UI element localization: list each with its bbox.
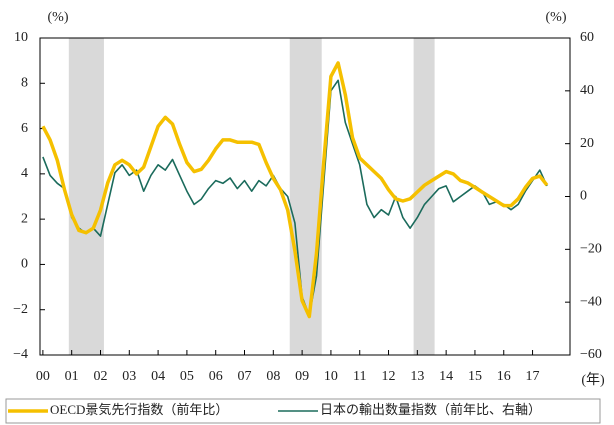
y2-tick-label: −40 <box>580 294 602 309</box>
x-tick-label: 07 <box>238 369 252 384</box>
y-tick-label: 8 <box>21 76 28 91</box>
y-tick-label: −2 <box>13 302 28 317</box>
x-tick-label: 05 <box>180 369 194 384</box>
y2-tick-label: 20 <box>580 136 594 151</box>
x-tick-label: 17 <box>526 369 540 384</box>
x-tick-label: 11 <box>353 369 366 384</box>
x-tick-label: 09 <box>295 369 309 384</box>
legend-label: 日本の輸出数量指数（前年比、右軸） <box>320 402 541 417</box>
shaded-period <box>68 38 104 355</box>
y-tick-label: 0 <box>21 257 28 272</box>
y-tick-label: 10 <box>14 30 28 45</box>
shaded-period <box>289 38 322 355</box>
x-tick-label: 03 <box>122 369 136 384</box>
plot-frame <box>39 37 571 356</box>
y2-tick-label: 0 <box>580 189 587 204</box>
x-tick-label: 00 <box>36 369 50 384</box>
x-tick-label: 08 <box>266 369 280 384</box>
x-tick-label: 15 <box>468 369 482 384</box>
legend-box <box>5 398 601 424</box>
x-unit: (年) <box>581 372 605 388</box>
x-tick-label: 01 <box>65 369 79 384</box>
x-tick-label: 06 <box>209 369 223 384</box>
y2-unit: (%) <box>546 10 567 25</box>
x-tick-label: 12 <box>382 369 396 384</box>
y-tick-label: 2 <box>21 211 28 226</box>
legend-label: OECD景気先行指数（前年比） <box>50 402 228 417</box>
series-line <box>42 79 548 317</box>
x-tick-label: 04 <box>151 369 165 384</box>
legend: OECD景気先行指数（前年比） 日本の輸出数量指数（前年比、右軸） <box>8 402 541 417</box>
y2-tick-label: −60 <box>580 347 602 362</box>
y2-tick-label: −20 <box>580 242 602 257</box>
x-tick-label: 13 <box>410 369 424 384</box>
y-tick-label: 6 <box>21 121 28 136</box>
shaded-period <box>413 38 435 355</box>
x-tick-label: 02 <box>93 369 107 384</box>
series-line <box>41 61 549 319</box>
x-tick-label: 10 <box>324 369 338 384</box>
y-tick-label: 4 <box>21 166 28 181</box>
y-tick-label: −4 <box>13 347 28 362</box>
x-tick-label: 16 <box>497 369 511 384</box>
y2-tick-label: 40 <box>580 83 594 98</box>
y2-tick-label: 60 <box>580 30 594 45</box>
y-unit: (%) <box>48 10 69 25</box>
x-tick-label: 14 <box>439 369 453 384</box>
